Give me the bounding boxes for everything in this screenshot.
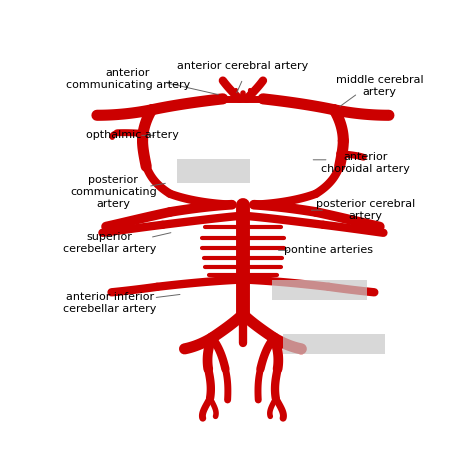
Bar xyxy=(283,334,385,355)
Bar xyxy=(177,159,250,183)
Text: pontine arteries: pontine arteries xyxy=(284,246,373,255)
Text: anterior cerebral artery: anterior cerebral artery xyxy=(177,61,309,71)
Text: posterior
communicating
artery: posterior communicating artery xyxy=(70,175,157,209)
Text: posterior cerebral
artery: posterior cerebral artery xyxy=(316,200,415,221)
Bar xyxy=(272,280,367,300)
Text: anterior
choroidal artery: anterior choroidal artery xyxy=(321,152,410,173)
Text: superior
cerebellar artery: superior cerebellar artery xyxy=(63,232,156,254)
Text: middle cerebral
artery: middle cerebral artery xyxy=(336,75,424,97)
Text: anterior
communicating artery: anterior communicating artery xyxy=(66,68,190,90)
Text: anterior inferior
cerebellar artery: anterior inferior cerebellar artery xyxy=(63,292,156,314)
Text: opthalmic artery: opthalmic artery xyxy=(86,130,179,140)
